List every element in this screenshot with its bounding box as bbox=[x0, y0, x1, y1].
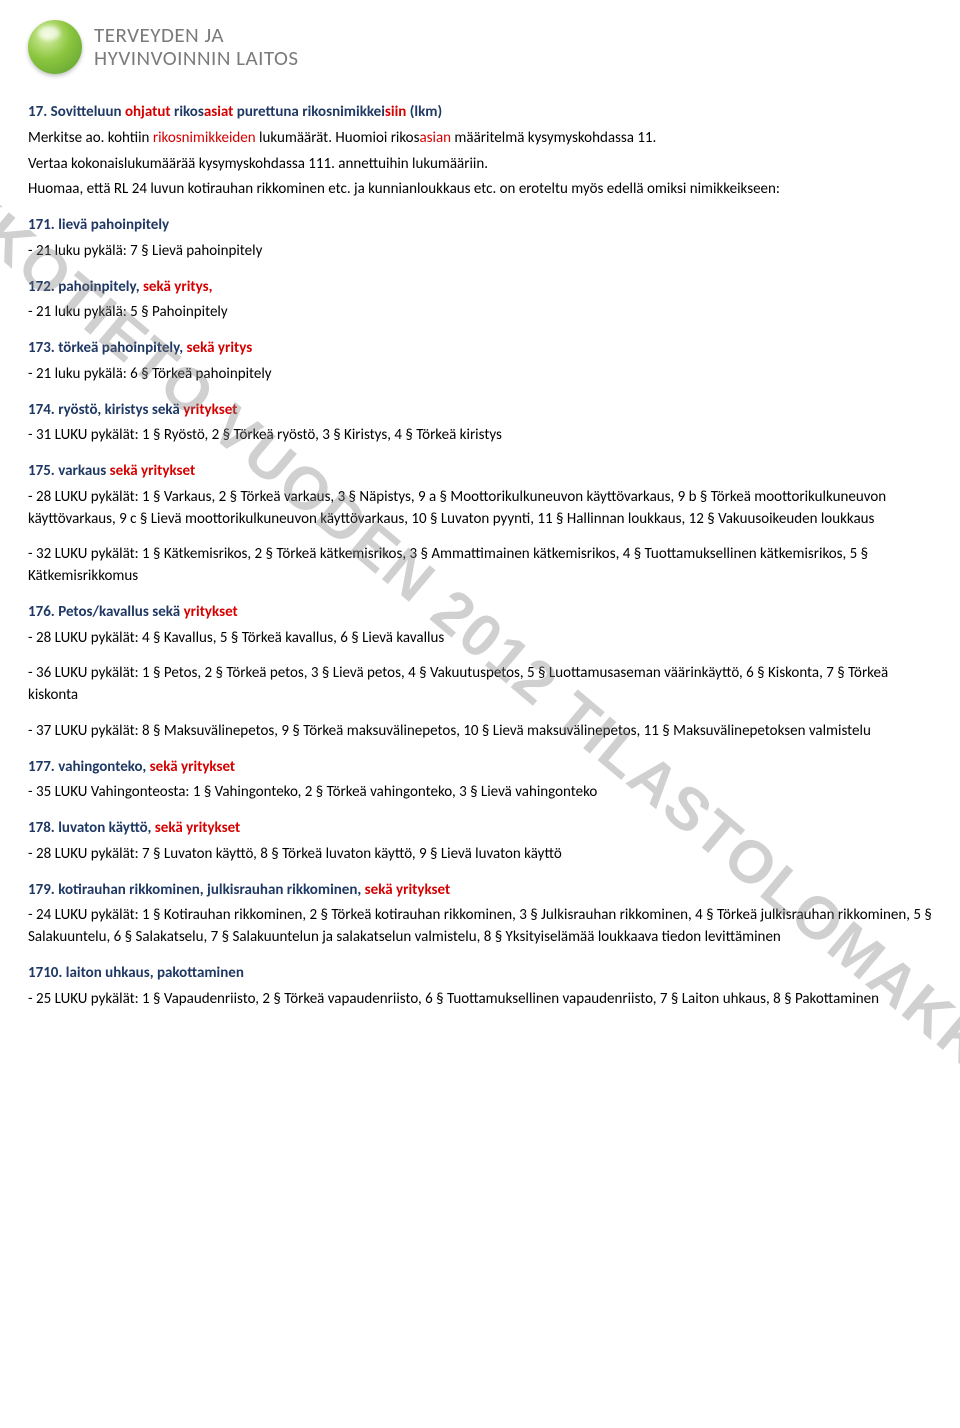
t178r: sekä yritykset bbox=[155, 819, 240, 837]
bullet-173: - 21 luku pykälä: 6 § Törkeä pahoinpitel… bbox=[28, 364, 932, 386]
t175r: sekä yritykset bbox=[110, 462, 195, 480]
title-173: 173. törkeä pahoinpitely, sekä yritys bbox=[28, 338, 932, 360]
heading-17: 17. Sovitteluun ohjatut rikosasiat puret… bbox=[28, 102, 932, 124]
t178a: 178. luvaton käyttö, bbox=[28, 819, 155, 837]
t177a: 177. vahingonteko, bbox=[28, 758, 150, 776]
title-175: 175. varkaus sekä yritykset bbox=[28, 461, 932, 483]
logo-line2: HYVINVOINNIN LAITOS bbox=[94, 47, 299, 70]
title-179: 179. kotirauhan rikkominen, julkisrauhan… bbox=[28, 880, 932, 902]
t172a: 172. pahoinpitely, bbox=[28, 278, 143, 296]
h17-r3: siin bbox=[385, 103, 406, 121]
h17-line3: Huomaa, että RL 24 luvun kotirauhan rikk… bbox=[28, 179, 932, 201]
section-178: 178. luvaton käyttö, sekä yritykset - 28… bbox=[28, 818, 932, 866]
p175-1: - 28 LUKU pykälät: 1 § Varkaus, 2 § Törk… bbox=[28, 487, 932, 531]
t173r: sekä yritys bbox=[187, 339, 253, 357]
logo-line1: TERVEYDEN JA bbox=[94, 24, 299, 47]
section-17-header: 17. Sovitteluun ohjatut rikosasiat puret… bbox=[28, 102, 932, 201]
t179a: 179. kotirauhan rikkominen, julkisrauhan… bbox=[28, 881, 365, 899]
bullet-178: - 28 LUKU pykälät: 7 § Luvaton käyttö, 8… bbox=[28, 844, 932, 866]
title-177: 177. vahingonteko, sekä yritykset bbox=[28, 757, 932, 779]
section-175: 175. varkaus sekä yritykset - 28 LUKU py… bbox=[28, 461, 932, 588]
p176-1: - 28 LUKU pykälät: 4 § Kavallus, 5 § Tör… bbox=[28, 628, 932, 650]
title-174: 174. ryöstö, kiristys sekä yritykset bbox=[28, 400, 932, 422]
title-176: 176. Petos/kavallus sekä yritykset bbox=[28, 602, 932, 624]
section-179: 179. kotirauhan rikkominen, julkisrauhan… bbox=[28, 880, 932, 949]
h17-l1a: Merkitse ao. kohtiin bbox=[28, 129, 153, 147]
h17-l1r2: asian bbox=[419, 129, 451, 147]
p176-3: - 37 LUKU pykälät: 8 § Maksuvälinepetos,… bbox=[28, 721, 932, 743]
t173a: 173. törkeä pahoinpitely, bbox=[28, 339, 187, 357]
logo-orb-icon bbox=[28, 20, 82, 74]
bullet-1710: - 25 LUKU pykälät: 1 § Vapaudenriisto, 2… bbox=[28, 989, 932, 1011]
h17-l1b: lukumäärät. Huomioi rikos bbox=[256, 129, 420, 147]
bullet-172: - 21 luku pykälä: 5 § Pahoinpitely bbox=[28, 302, 932, 324]
t174r: yritykset bbox=[183, 401, 237, 419]
h17-mid2: purettuna rikosnimikkei bbox=[233, 103, 385, 121]
p175-2: - 32 LUKU pykälät: 1 § Kätkemisrikos, 2 … bbox=[28, 544, 932, 588]
section-173: 173. törkeä pahoinpitely, sekä yritys - … bbox=[28, 338, 932, 386]
section-174: 174. ryöstö, kiristys sekä yritykset - 3… bbox=[28, 400, 932, 448]
section-172: 172. pahoinpitely, sekä yritys, - 21 luk… bbox=[28, 277, 932, 325]
title-172: 172. pahoinpitely, sekä yritys, bbox=[28, 277, 932, 299]
title-171: 171. lievä pahoinpitely bbox=[28, 215, 932, 237]
t172r: sekä yritys, bbox=[143, 278, 213, 296]
bullet-177: - 35 LUKU Vahingonteosta: 1 § Vahingonte… bbox=[28, 782, 932, 804]
bullet-179: - 24 LUKU pykälät: 1 § Kotirauhan rikkom… bbox=[28, 905, 932, 949]
h17-post: (lkm) bbox=[406, 103, 442, 121]
h17-pre: 17. Sovitteluun bbox=[28, 103, 125, 121]
t179r: sekä yritykset bbox=[365, 881, 450, 899]
logo-header: TERVEYDEN JA HYVINVOINNIN LAITOS bbox=[28, 20, 932, 74]
section-1710: 1710. laiton uhkaus, pakottaminen - 25 L… bbox=[28, 963, 932, 1011]
h17-l1c: määritelmä kysymyskohdassa 11. bbox=[451, 129, 656, 147]
t176r: yritykset bbox=[184, 603, 238, 621]
section-171: 171. lievä pahoinpitely - 21 luku pykälä… bbox=[28, 215, 932, 263]
section-177: 177. vahingonteko, sekä yritykset - 35 L… bbox=[28, 757, 932, 805]
t175a: 175. varkaus bbox=[28, 462, 110, 480]
title-1710: 1710. laiton uhkaus, pakottaminen bbox=[28, 963, 932, 985]
h17-line2: Vertaa kokonaislukumäärää kysymyskohdass… bbox=[28, 154, 932, 176]
h17-r2: asiat bbox=[204, 103, 234, 121]
bullet-171: - 21 luku pykälä: 7 § Lievä pahoinpitely bbox=[28, 241, 932, 263]
t176a: 176. Petos/kavallus sekä bbox=[28, 603, 184, 621]
title-178: 178. luvaton käyttö, sekä yritykset bbox=[28, 818, 932, 840]
p176-2: - 36 LUKU pykälät: 1 § Petos, 2 § Törkeä… bbox=[28, 663, 932, 707]
h17-line1: Merkitse ao. kohtiin rikosnimikkeiden lu… bbox=[28, 128, 932, 150]
logo-text: TERVEYDEN JA HYVINVOINNIN LAITOS bbox=[94, 24, 299, 70]
t177r: sekä yritykset bbox=[150, 758, 235, 776]
section-176: 176. Petos/kavallus sekä yritykset - 28 … bbox=[28, 602, 932, 743]
h17-mid1: rikos bbox=[171, 103, 204, 121]
bullet-174: - 31 LUKU pykälät: 1 § Ryöstö, 2 § Törke… bbox=[28, 425, 932, 447]
h17-r1: ohjatut bbox=[125, 103, 171, 121]
h17-l1r: rikosnimikkeiden bbox=[153, 129, 256, 147]
t174a: 174. ryöstö, kiristys sekä bbox=[28, 401, 183, 419]
